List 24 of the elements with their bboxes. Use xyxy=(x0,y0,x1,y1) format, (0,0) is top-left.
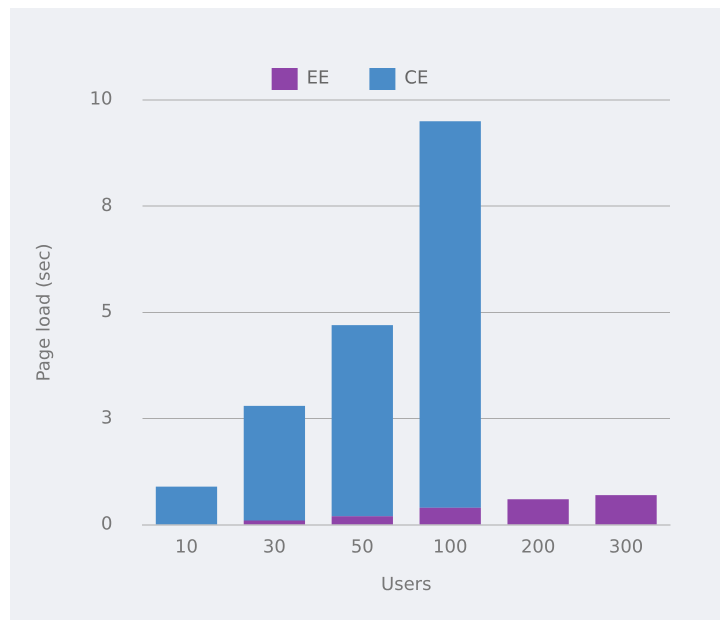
bar xyxy=(507,499,569,524)
bar xyxy=(595,495,657,524)
x-tick-label: 30 xyxy=(262,536,286,558)
legend-label: CE xyxy=(404,68,428,89)
bar xyxy=(244,406,306,521)
y-axis-title: Page load (sec) xyxy=(33,243,54,382)
y-tick-label: 0 xyxy=(101,513,113,534)
bar xyxy=(244,520,306,524)
x-tick-label: 50 xyxy=(350,536,374,558)
y-tick-label: 3 xyxy=(101,407,113,428)
bar xyxy=(420,508,481,524)
x-tick-label: 10 xyxy=(175,536,198,558)
bar xyxy=(156,486,218,524)
x-tick-label: 100 xyxy=(433,536,468,558)
y-tick-label: 8 xyxy=(101,194,113,216)
bar xyxy=(420,121,481,508)
y-tick-label: 10 xyxy=(90,88,113,110)
x-tick-label: 200 xyxy=(520,536,556,558)
y-tick-label: 5 xyxy=(101,301,113,322)
x-axis-title: Users xyxy=(381,574,432,595)
bar xyxy=(332,325,393,516)
x-tick-label: 300 xyxy=(608,536,644,558)
legend-label: EE xyxy=(306,68,330,89)
bar xyxy=(332,516,393,524)
